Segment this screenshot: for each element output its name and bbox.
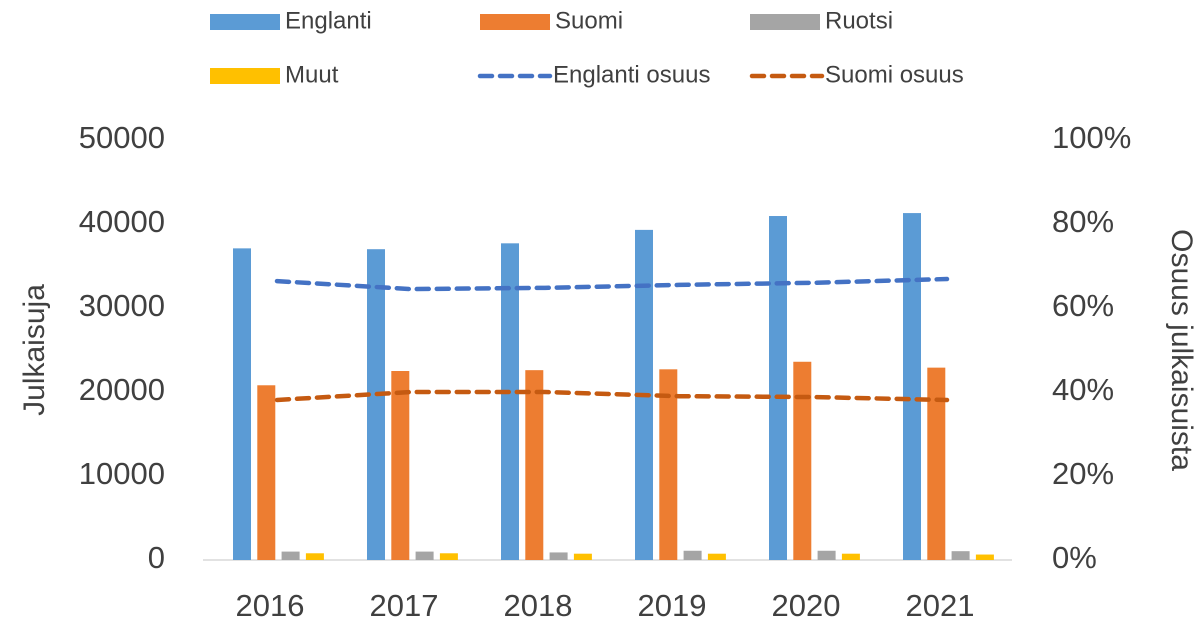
bar bbox=[769, 216, 787, 560]
y2-tick-label: 0% bbox=[1052, 540, 1097, 575]
x-tick-label: 2021 bbox=[906, 588, 975, 623]
y-tick-label: 10000 bbox=[79, 456, 165, 491]
y-axis-label: Julkaisuja bbox=[18, 284, 51, 416]
legend-swatch bbox=[480, 14, 550, 30]
bar bbox=[257, 385, 276, 560]
bar bbox=[683, 550, 702, 560]
bar bbox=[951, 551, 970, 560]
bar bbox=[367, 249, 385, 560]
line bbox=[274, 276, 950, 292]
legend-label: Suomi osuus bbox=[825, 61, 964, 88]
bar bbox=[975, 554, 994, 560]
y-tick-label: 40000 bbox=[79, 204, 165, 239]
y-tick-label: 50000 bbox=[79, 120, 165, 155]
bar bbox=[659, 369, 678, 560]
y-tick-label: 30000 bbox=[79, 288, 165, 323]
x-tick-label: 2020 bbox=[772, 588, 841, 623]
legend-label: Muut bbox=[285, 61, 339, 88]
bar bbox=[817, 550, 836, 560]
bar bbox=[903, 213, 921, 560]
bar bbox=[841, 553, 860, 560]
legend-label: Suomi bbox=[555, 7, 623, 34]
x-tick-label: 2019 bbox=[638, 588, 707, 623]
y-tick-label: 20000 bbox=[79, 372, 165, 407]
bar bbox=[501, 243, 519, 560]
y2-tick-label: 40% bbox=[1052, 372, 1114, 407]
bar bbox=[927, 367, 946, 560]
y2-tick-label: 60% bbox=[1052, 288, 1114, 323]
legend-label: Englanti osuus bbox=[553, 61, 710, 88]
bar bbox=[573, 553, 592, 560]
y2-axis-label: Osuus julkaisuista bbox=[1165, 229, 1198, 471]
bar bbox=[525, 370, 544, 560]
y2-tick-label: 20% bbox=[1052, 456, 1114, 491]
x-tick-label: 2016 bbox=[236, 588, 305, 623]
legend-label: Englanti bbox=[285, 7, 372, 34]
bar bbox=[305, 553, 324, 560]
legend-swatch bbox=[210, 14, 280, 30]
bar bbox=[233, 248, 251, 561]
bar bbox=[793, 361, 812, 560]
bar bbox=[391, 371, 410, 560]
bar bbox=[707, 553, 726, 560]
line bbox=[274, 389, 950, 403]
y-tick-label: 0 bbox=[148, 540, 165, 575]
bar bbox=[415, 551, 434, 560]
legend-swatch bbox=[750, 14, 820, 30]
x-tick-label: 2018 bbox=[504, 588, 573, 623]
y2-tick-label: 80% bbox=[1052, 204, 1114, 239]
y2-tick-label: 100% bbox=[1052, 120, 1131, 155]
bar bbox=[439, 553, 458, 560]
x-tick-label: 2017 bbox=[370, 588, 439, 623]
bar bbox=[549, 552, 568, 560]
bar bbox=[281, 551, 300, 560]
legend-swatch bbox=[210, 68, 280, 84]
legend-label: Ruotsi bbox=[825, 7, 893, 34]
